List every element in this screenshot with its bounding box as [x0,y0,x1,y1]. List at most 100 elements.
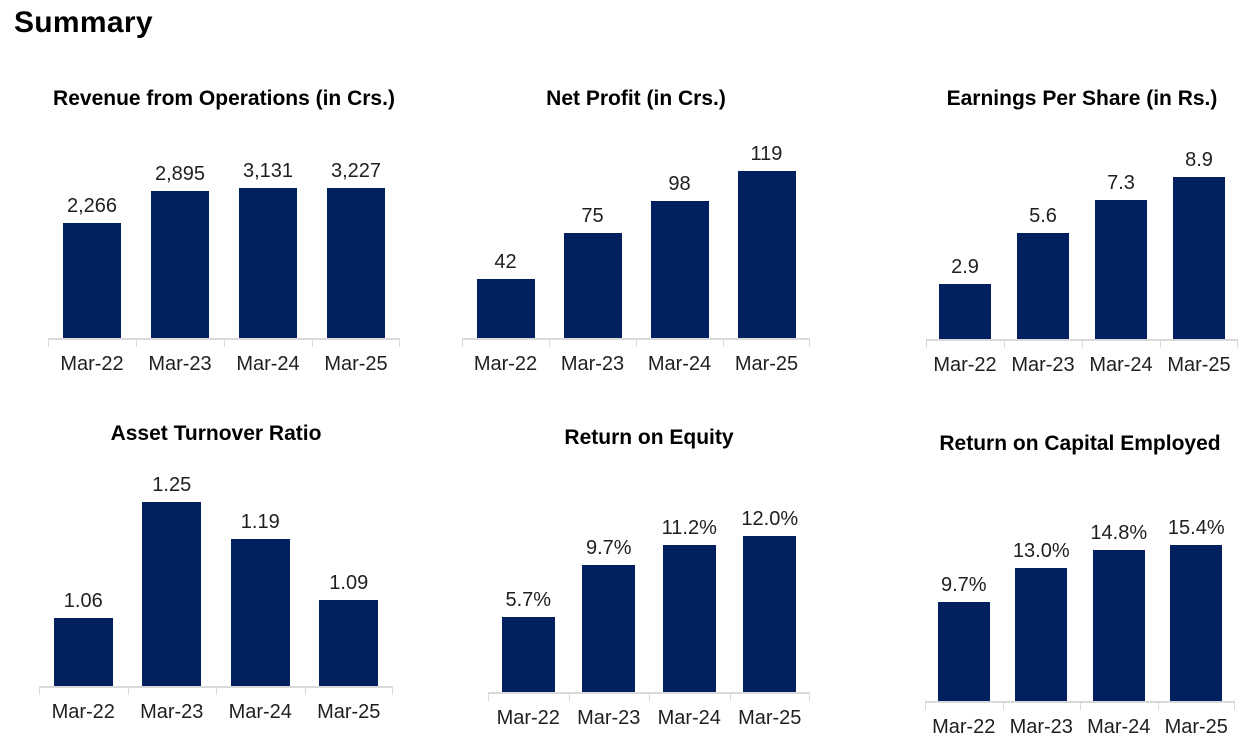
bar-category: 9.7% [925,517,1003,701]
bar-value-label: 12.0% [741,508,799,530]
axis-tick-mark [1160,339,1161,348]
chart-net-profit: Net Profit (in Crs.) 42 75 98 119 Mar-22 Mar… [450,85,855,380]
bar-value-label: 9.7% [940,573,987,596]
chart-title: Net Profit (in Crs.) [546,87,726,110]
bar [327,188,385,338]
bar-value-label: 15.4% [1167,517,1225,539]
bar-value-label: 1.25 [152,473,192,496]
bar [151,190,209,338]
bar-category: 98 [636,142,723,338]
bar-value-label: 119 [750,143,783,166]
x-axis-label: Mar-23 [1011,354,1075,376]
bar-value-label: 1.19 [240,510,280,533]
x-axis-label: Mar-23 [1009,716,1073,738]
bar-category: 75 [549,142,636,338]
plot-area: 2.9 5.6 7.3 8.9 [926,149,1238,348]
plot-area: 1.06 1.25 1.19 1.09 [39,471,394,695]
axis-tick-mark [48,338,49,347]
x-axis-labels: Mar-22 Mar-23 Mar-24 Mar-25 [462,353,810,376]
bar-category: 2,895 [136,160,224,338]
bar-category: 1.09 [305,471,394,686]
bar [239,188,297,338]
axis-tick-mark [925,701,926,710]
bar [939,283,991,339]
x-axis-labels: Mar-22 Mar-23 Mar-24 Mar-25 [926,354,1238,377]
bar-category: 15.4% [1158,517,1236,701]
x-axis-label: Mar-22 [496,707,560,729]
x-axis-labels: Mar-22 Mar-23 Mar-24 Mar-25 [48,353,400,376]
bar [63,222,121,338]
x-axis-labels: Mar-22 Mar-23 Mar-24 Mar-25 [925,716,1235,739]
bar-category: 3,227 [312,160,400,338]
bar-value-label: 98 [668,172,691,195]
bar [937,601,990,701]
bars-group: 5.7% 9.7% 11.2% 12.0% [488,508,810,692]
plot-area: 9.7% 13.0% 14.8% 15.4% [925,517,1236,710]
chart-return-on-capital-employed: Return on Capital Employed 9.7% 13.0% 14.8… [855,430,1249,743]
axis-tick-mark [926,339,927,348]
x-axis-label: Mar-22 [60,353,124,375]
bar-category: 2.9 [926,149,1004,339]
axis-tick-mark [304,686,306,695]
bar-value-label: 5.7% [505,589,552,612]
axis-tick-mark [1002,701,1004,710]
bar [1173,177,1225,339]
bar-value-label: 13.0% [1012,540,1070,563]
bar-value-label: 3,131 [242,160,294,182]
chart-asset-turnover-ratio: Asset Turnover Ratio 1.06 1.25 1.19 1.09 Ma… [20,420,420,728]
bar [1092,549,1145,701]
x-axis-label: Mar-22 [51,701,115,723]
x-axis-label: Mar-23 [148,353,212,375]
axis-tick-mark [127,686,129,695]
bar-category: 1.19 [216,471,305,686]
x-axis-label: Mar-23 [140,701,204,723]
chart-earnings-per-share: Earnings Per Share (in Rs.) 2.9 5.6 7.3 8.9… [858,85,1249,381]
x-axis-label: Mar-22 [473,353,538,375]
axis-tick-mark [392,686,393,695]
x-axis-label: Mar-25 [1167,354,1231,376]
axis-tick-mark [312,338,313,347]
bar [142,501,202,686]
x-axis-labels: Mar-22 Mar-23 Mar-24 Mar-25 [488,707,810,730]
chart-title: Return on Capital Employed [939,432,1221,455]
plot-area: 5.7% 9.7% 11.2% 12.0% [488,508,810,701]
bar [230,538,290,686]
chart-title: Revenue from Operations (in Crs.) [53,87,395,110]
axis-tick-mark [549,338,550,347]
bar [1015,568,1068,701]
x-axis-label: Mar-24 [236,353,300,375]
plot-area: 42 75 98 119 [462,142,810,347]
bar-category: 1.25 [128,471,217,686]
axis-tick-mark [224,338,225,347]
axis-tick-mark [809,692,810,701]
x-axis-label: Mar-23 [577,707,641,729]
axis-tick-mark [1157,701,1159,710]
bar [319,600,379,686]
bar [1170,545,1223,701]
bar [476,279,535,338]
bar [501,617,555,692]
bar-value-label: 2.9 [951,255,979,278]
x-axis-label: Mar-24 [647,353,712,375]
bar-value-label: 1.09 [329,572,369,594]
bar-category: 9.7% [569,508,650,692]
chart-title: Return on Equity [564,426,734,449]
chart-title: Asset Turnover Ratio [110,422,322,445]
x-axis-label: Mar-22 [932,716,996,738]
chart-return-on-equity: Return on Equity 5.7% 9.7% 11.2% 12.0% Mar-… [450,424,850,734]
bar [737,171,796,338]
x-axis-label: Mar-24 [657,707,721,729]
axis-tick-mark [399,338,400,347]
bar-category: 3,131 [224,160,312,338]
bar-value-label: 3,227 [330,160,382,182]
axis-tick-mark [1004,339,1005,348]
bar-category: 2,266 [48,160,136,338]
x-axis-label: Mar-23 [560,353,625,375]
bars-group: 42 75 98 119 [462,142,810,338]
x-axis-label: Mar-25 [734,353,799,375]
bar [563,233,622,338]
axis-tick-mark [1080,701,1081,710]
axis-tick-mark [136,338,137,347]
bar-value-label: 7.3 [1107,172,1135,195]
bar-category: 1.06 [39,471,128,686]
